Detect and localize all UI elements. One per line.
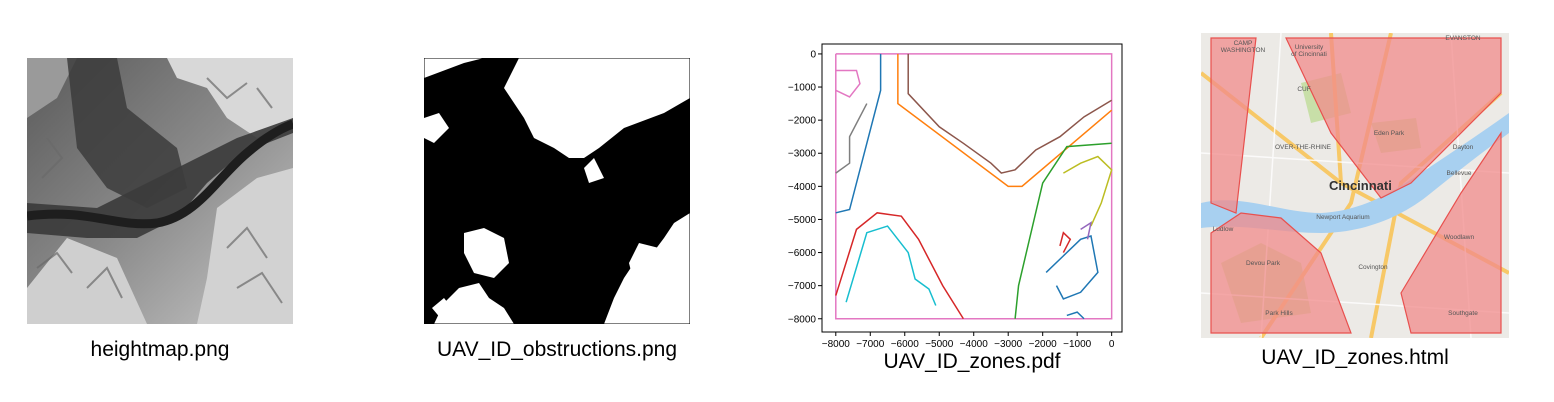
- zone-series-6: [835, 212, 965, 320]
- y-tick-label: −3000: [788, 149, 817, 160]
- y-tick-label: −8000: [788, 314, 817, 325]
- map-label: University of Cincinnati: [1291, 44, 1327, 58]
- map-label: Southgate: [1448, 310, 1478, 317]
- x-tick-label: −7000: [856, 339, 885, 350]
- map-label: CAMP WASHINGTON: [1221, 40, 1266, 54]
- map-label: OVER-THE-RHINE: [1275, 144, 1332, 151]
- y-tick-label: −1000: [788, 83, 817, 94]
- x-tick-label: −1000: [1063, 339, 1092, 350]
- y-tick-label: −6000: [788, 248, 817, 259]
- zone-series-12: [1080, 221, 1093, 240]
- zones-html-caption: UAV_ID_zones.html: [1261, 346, 1449, 369]
- zone-series-11: [1059, 231, 1072, 253]
- y-tick-label: −4000: [788, 182, 817, 193]
- zone-top: [1285, 37, 1502, 199]
- obstructions-image: [423, 57, 691, 325]
- heightmap-caption: heightmap.png: [90, 338, 230, 361]
- zone-series-5: [835, 69, 861, 98]
- zones-map: CAMP WASHINGTON University of Cincinnati EVA…: [1199, 32, 1510, 340]
- zones-plot: −8000 −7000 −6000 −5000 −4000 −3000 −2000 −1000…: [780, 40, 1130, 350]
- y-tick-label: 0: [810, 49, 816, 60]
- map-label: CUF: [1297, 86, 1310, 93]
- zone-series-13: [1066, 311, 1085, 320]
- zone-left: [1210, 37, 1257, 214]
- x-tick-label: −4000: [960, 339, 989, 350]
- map-label: Park Hills: [1265, 310, 1293, 317]
- heightmap-image: [26, 58, 295, 324]
- zone-series-3: [835, 53, 882, 214]
- zone-series-7: [845, 225, 937, 306]
- map-label: Bellevue: [1447, 170, 1472, 177]
- x-tick-label: −3000: [994, 339, 1023, 350]
- y-tick-label: −2000: [788, 116, 817, 127]
- y-tick-label: −7000: [788, 281, 817, 292]
- zone-series-2: [907, 53, 1113, 174]
- map-label: Dayton: [1453, 144, 1474, 151]
- zones-pdf-caption: UAV_ID_zones.pdf: [883, 350, 1061, 373]
- map-city-label: Cincinnati: [1329, 178, 1392, 193]
- zone-series-9: [1063, 155, 1113, 227]
- obstructions-caption: UAV_ID_obstructions.png: [436, 338, 678, 361]
- zone-series-4: [835, 103, 868, 174]
- x-tick-label: −2000: [1029, 339, 1058, 350]
- x-tick-label: 0: [1109, 339, 1115, 350]
- x-tick-label: −5000: [925, 339, 954, 350]
- y-tick-label: −5000: [788, 215, 817, 226]
- map-label: Devou Park: [1246, 260, 1281, 267]
- x-tick-label: −6000: [891, 339, 920, 350]
- zone-series-10: [1045, 235, 1099, 300]
- zones-chart: −8000 −7000 −6000 −5000 −4000 −3000 −2000 −1000…: [788, 43, 1123, 350]
- map-label: EVANSTON: [1445, 35, 1480, 42]
- map-label: Covington: [1358, 264, 1388, 271]
- map-label: Ludlow: [1213, 226, 1234, 233]
- zone-bottom-left: [1210, 212, 1352, 334]
- map-label: Newport Aquarium: [1316, 214, 1369, 221]
- zone-series-8: [1014, 142, 1112, 319]
- plot-area: [821, 43, 1123, 333]
- map-label: Eden Park: [1374, 130, 1405, 137]
- zone-series-1: [897, 53, 1113, 188]
- map-label: Woodlawn: [1444, 234, 1475, 241]
- x-tick-label: −8000: [822, 339, 851, 350]
- zone-series-0: [835, 53, 1113, 320]
- zone-bottom-right: [1400, 131, 1502, 334]
